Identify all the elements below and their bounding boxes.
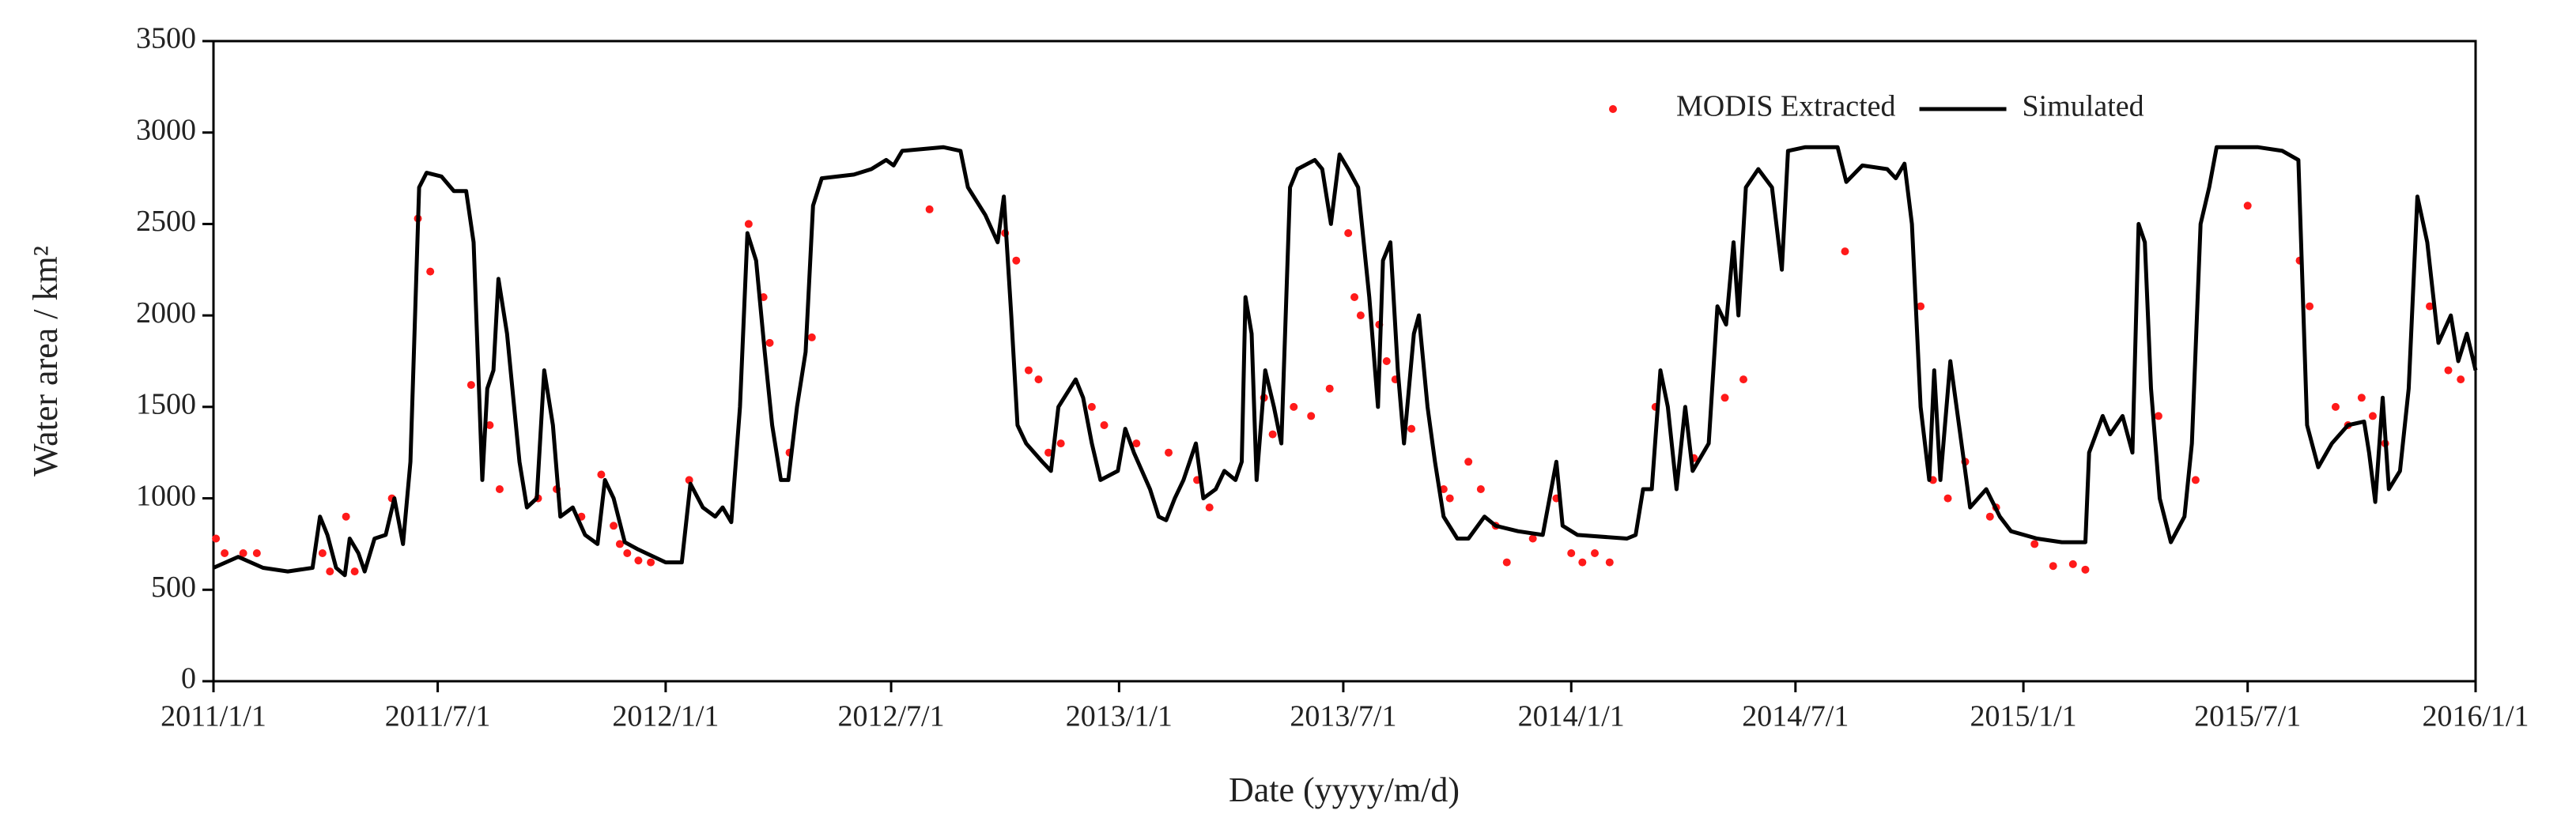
data-point [350, 567, 359, 576]
data-point [1307, 412, 1316, 420]
x-tick-label: 2012/1/1 [612, 700, 719, 733]
data-point [2049, 562, 2057, 571]
data-point [610, 522, 618, 530]
data-point [2331, 402, 2340, 411]
data-point [1382, 357, 1391, 365]
data-point [1087, 402, 1096, 411]
data-point [647, 558, 655, 567]
data-point [2068, 560, 2077, 568]
data-point [1024, 366, 1033, 375]
y-tick-label: 0 [181, 662, 196, 695]
data-point [623, 549, 632, 557]
data-point [2357, 394, 2366, 402]
data-point [1100, 421, 1109, 429]
data-point [765, 338, 774, 347]
data-point [1290, 402, 1298, 411]
x-tick-label: 2015/7/1 [2194, 700, 2301, 733]
data-point [925, 205, 934, 213]
x-tick-label: 2011/7/1 [385, 700, 491, 733]
data-point [1407, 424, 1416, 433]
data-point [1720, 394, 1729, 402]
data-point [1528, 534, 1537, 543]
y-tick-label: 1500 [136, 388, 196, 421]
data-point [1165, 448, 1173, 457]
legend-label: Simulated [2023, 90, 2144, 123]
data-point [1268, 430, 1277, 439]
x-tick-label: 2013/1/1 [1066, 700, 1173, 733]
data-point [485, 421, 494, 429]
data-point [1325, 384, 1334, 393]
data-point [1205, 503, 1214, 512]
data-point [2191, 476, 2200, 484]
data-point [1590, 549, 1599, 557]
data-point [495, 485, 504, 493]
data-point [1502, 558, 1511, 567]
data-point [252, 549, 261, 557]
y-tick-label: 3000 [136, 113, 196, 146]
data-point [744, 220, 753, 228]
data-point [1034, 375, 1043, 384]
y-tick-label: 2000 [136, 296, 196, 330]
data-point [1356, 311, 1365, 320]
data-point [1578, 558, 1587, 567]
x-tick-label: 2012/7/1 [837, 700, 944, 733]
x-tick-label: 2014/1/1 [1518, 700, 1625, 733]
data-point [634, 556, 643, 565]
data-point [1943, 494, 1952, 503]
data-point [2368, 412, 2377, 420]
legend-marker [1609, 105, 1617, 113]
y-tick-label: 3500 [136, 22, 196, 55]
data-point [212, 534, 221, 543]
data-point [1445, 494, 1454, 503]
legend-label: MODIS Extracted [1676, 90, 1896, 123]
data-point [1464, 458, 1473, 466]
data-point [2444, 366, 2453, 375]
data-point [615, 540, 624, 548]
data-point [597, 470, 606, 479]
data-point [1344, 229, 1353, 237]
data-point [1439, 485, 1448, 493]
data-point [1739, 375, 1748, 384]
data-point [1132, 439, 1141, 448]
data-point [1605, 558, 1614, 567]
data-point [1044, 448, 1053, 457]
data-point [1567, 549, 1576, 557]
data-point [1056, 439, 1065, 448]
data-point [1985, 512, 1994, 521]
data-point [1841, 247, 1849, 256]
data-point [318, 549, 327, 557]
data-point [326, 567, 334, 576]
data-point [2306, 302, 2314, 311]
data-point [1917, 302, 1925, 311]
data-point [1012, 256, 1021, 265]
y-tick-label: 500 [151, 571, 196, 604]
data-point [342, 512, 350, 521]
data-point [807, 333, 816, 341]
x-tick-label: 2016/1/1 [2422, 700, 2529, 733]
x-tick-label: 2014/7/1 [1742, 700, 1849, 733]
plot-frame [212, 40, 2477, 683]
x-axis-label: Date (yyyy/m/d) [1229, 771, 1460, 809]
data-point [2426, 302, 2434, 311]
data-point [426, 267, 435, 276]
x-tick-label: 2011/1/1 [161, 700, 266, 733]
x-tick-label: 2015/1/1 [1970, 700, 2077, 733]
data-point [2457, 375, 2465, 384]
data-point [1476, 485, 1485, 493]
data-point [2081, 565, 2090, 574]
data-point [466, 381, 475, 390]
y-axis-label: Water area / km² [26, 246, 65, 477]
x-tick-label: 2013/7/1 [1290, 700, 1396, 733]
data-point [2030, 540, 2039, 548]
y-tick-label: 1000 [136, 479, 196, 512]
data-point [2243, 202, 2252, 210]
data-point [239, 549, 247, 557]
data-point [2154, 412, 2162, 420]
y-tick-label: 2500 [136, 205, 196, 238]
line [212, 145, 2478, 578]
data-point [1350, 293, 1359, 301]
data-point [221, 549, 229, 557]
